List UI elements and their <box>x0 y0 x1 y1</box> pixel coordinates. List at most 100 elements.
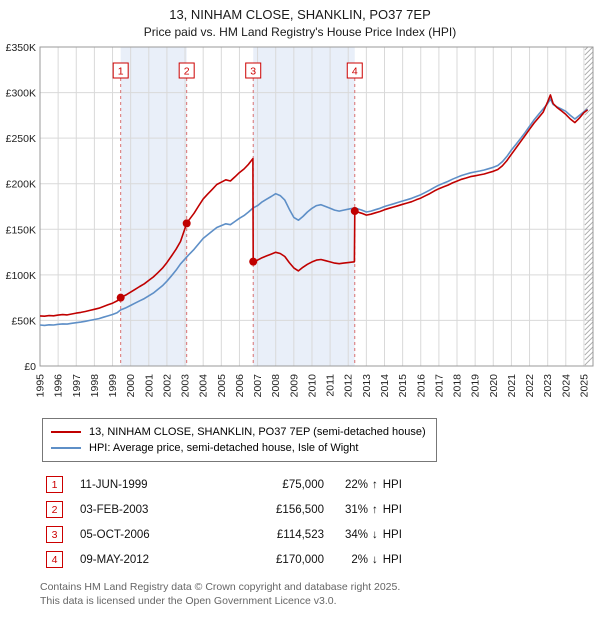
ownership-band <box>120 47 187 366</box>
x-tick-label: 2007 <box>252 374 264 398</box>
x-tick-label: 2019 <box>470 374 482 398</box>
footer-line-2: This data is licensed under the Open Gov… <box>40 595 337 608</box>
transaction-hpi-comparison: 22% ↑ HPI <box>338 479 488 491</box>
transaction-hpi-percent: 31% <box>344 503 368 516</box>
legend-label: HPI: Average price, semi-detached house,… <box>89 442 359 454</box>
future-hatch-line <box>584 271 594 281</box>
transaction-hpi-label: HPI <box>382 553 402 566</box>
future-hatch-line <box>584 241 594 251</box>
sale-number-label: 2 <box>184 66 190 78</box>
transaction-hpi-comparison: 2% ↓ HPI <box>338 554 488 566</box>
x-tick-label: 2010 <box>306 374 318 398</box>
x-tick-label: 2017 <box>433 374 445 398</box>
sale-number-label: 4 <box>352 66 358 78</box>
page-title: 13, NINHAM CLOSE, SHANKLIN, PO37 7EP <box>169 7 431 22</box>
x-tick-label: 2009 <box>288 374 300 398</box>
transaction-hpi-percent: 22% <box>344 478 368 491</box>
x-tick-label: 2023 <box>542 374 554 398</box>
legend-label: 13, NINHAM CLOSE, SHANKLIN, PO37 7EP (se… <box>89 426 426 438</box>
plot-border <box>39 46 594 367</box>
transaction-price: £156,500 <box>276 503 324 516</box>
transaction-price: £75,000 <box>282 478 324 491</box>
x-tick-label: 2025 <box>578 374 590 398</box>
ownership-band <box>253 47 355 366</box>
hpi-line-swatch <box>51 447 81 449</box>
sale-number-label: 3 <box>250 66 256 78</box>
future-hatch-line <box>584 311 594 321</box>
footer-line-1: Contains HM Land Registry data © Crown c… <box>40 581 401 593</box>
transaction-hpi-label: HPI <box>382 528 402 541</box>
sale-number-box <box>245 62 262 79</box>
transaction-price: £170,000 <box>276 553 324 566</box>
future-hatch-line <box>584 136 594 146</box>
y-tick-label: £150K <box>6 224 36 236</box>
future-hatch-line <box>584 346 594 356</box>
future-hatch-line <box>584 286 594 296</box>
future-hatch-line <box>584 51 594 61</box>
property-line-swatch <box>51 431 81 433</box>
transaction-hpi-comparison: 34% ↓ HPI <box>338 529 488 541</box>
future-hatch-line <box>584 331 594 341</box>
x-tick-label: 2006 <box>234 374 246 398</box>
transaction-hpi-percent: 2% <box>351 553 368 566</box>
future-hatch-line <box>584 156 594 166</box>
x-tick-label: 1999 <box>107 374 119 398</box>
sale-number-box <box>346 62 363 79</box>
chart-area: 1 2 3 4 £0 £50K £100K £150K £200K £250K £300K £350K… <box>0 41 600 416</box>
future-hatch-line <box>584 166 594 176</box>
x-tick-label: 2003 <box>180 374 192 398</box>
y-tick-label: £200K <box>6 179 36 191</box>
x-tick-label: 1998 <box>89 374 101 398</box>
future-hatch-line <box>584 316 594 326</box>
sale-marker <box>350 207 359 216</box>
x-tick-label: 2022 <box>524 374 536 398</box>
future-hatch-line <box>584 91 594 101</box>
future-hatch-line <box>584 186 594 196</box>
future-hatch-line <box>584 176 594 186</box>
future-hatch-line <box>584 81 594 91</box>
transaction-number-badge: 2 <box>46 501 63 518</box>
future-hatch-line <box>584 116 594 126</box>
future-hatch-line <box>584 131 594 141</box>
transaction-hpi-percent: 34% <box>344 528 368 541</box>
future-hatch-line <box>584 146 594 156</box>
future-hatch-line <box>584 256 594 266</box>
future-hatch-line <box>584 246 594 256</box>
transaction-number-badge: 4 <box>46 551 63 568</box>
x-tick-label: 2014 <box>379 374 391 398</box>
y-tick-label: £100K <box>6 270 36 282</box>
future-hatch-line <box>584 171 594 181</box>
future-hatch-line <box>584 326 594 336</box>
future-hatch-line <box>584 126 594 136</box>
x-tick-label: 2008 <box>270 374 282 398</box>
future-hatch-line <box>584 231 594 241</box>
transaction-row: 3 05-OCT-2006 £114,523 34% ↓ HPI <box>46 522 600 547</box>
x-tick-label: 2001 <box>143 374 155 398</box>
transaction-row: 1 11-JUN-1999 £75,000 22% ↑ HPI <box>46 472 600 497</box>
arrow-down-icon: ↓ <box>372 528 378 541</box>
future-hatch-line <box>584 206 594 216</box>
sale-marker <box>182 219 191 228</box>
future-hatch-line <box>584 106 594 116</box>
page-subtitle: Price paid vs. HM Land Registry's House … <box>143 25 457 39</box>
future-hatch-line <box>584 351 594 361</box>
transaction-date: 03-FEB-2003 <box>80 503 149 516</box>
x-tick-label: 2018 <box>452 374 464 398</box>
future-hatch-line <box>584 236 594 246</box>
future-hatch-line <box>584 181 594 191</box>
future-hatch-line <box>584 86 594 96</box>
transaction-hpi-label: HPI <box>382 478 402 491</box>
future-hatch-line <box>584 121 594 131</box>
x-tick-label: 2015 <box>397 374 409 398</box>
future-hatch-line <box>584 221 594 231</box>
hpi-series <box>39 98 589 327</box>
legend: 13, NINHAM CLOSE, SHANKLIN, PO37 7EP (se… <box>42 418 437 462</box>
future-hatch-line <box>584 151 594 161</box>
x-tick-label: 2000 <box>125 374 137 398</box>
future-hatch-line <box>584 76 594 86</box>
x-tick-label: 2013 <box>361 374 373 398</box>
future-hatch-line <box>584 96 594 106</box>
transaction-number-badge: 3 <box>46 526 63 543</box>
x-tick-label: 1995 <box>35 374 47 398</box>
